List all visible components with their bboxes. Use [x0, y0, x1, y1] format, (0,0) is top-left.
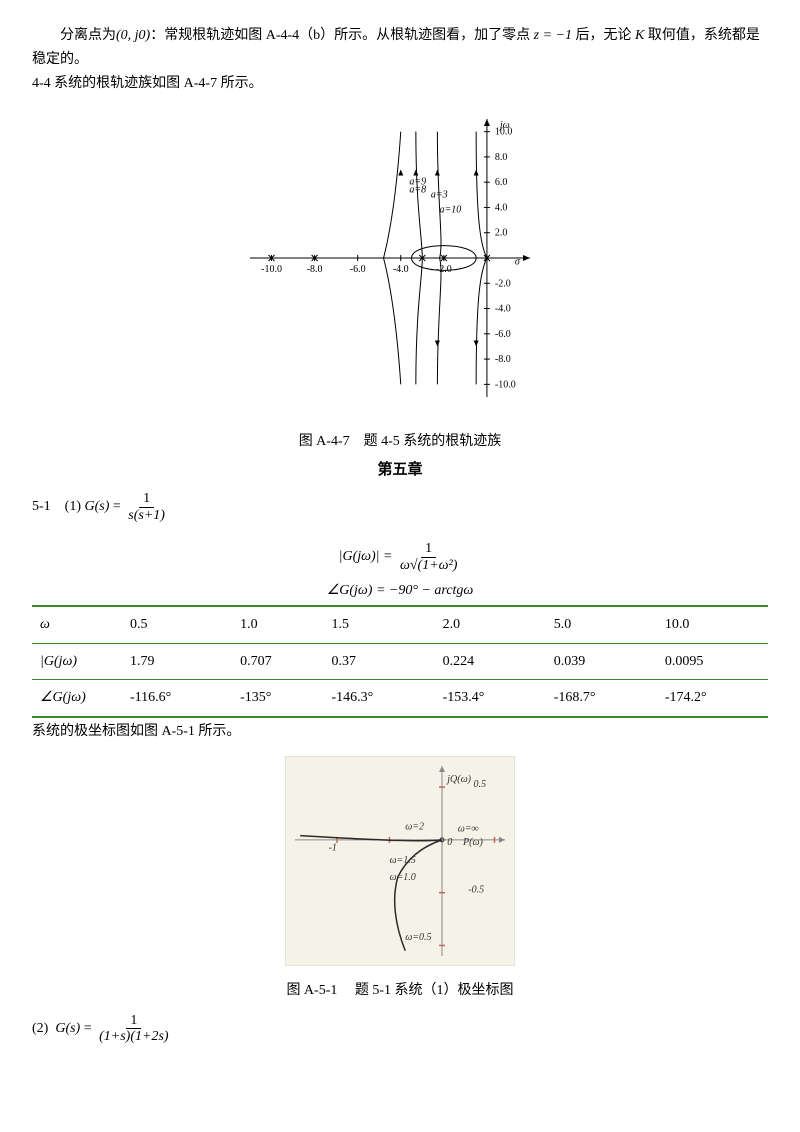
svg-text:-10.0: -10.0	[495, 380, 516, 391]
c: -153.4°	[435, 680, 546, 717]
den: ω√(1+ω²)	[396, 558, 461, 573]
c: 0.37	[324, 643, 435, 680]
q51-label: 5-1 (1)	[32, 500, 81, 515]
svg-text:0: 0	[447, 837, 452, 848]
t: 取何值，系统都是	[648, 28, 760, 43]
svg-text:-6.0: -6.0	[495, 329, 511, 340]
num: 1	[421, 541, 436, 557]
c: -146.3°	[324, 680, 435, 717]
c: 1.5	[324, 606, 435, 643]
c: 1.0	[232, 606, 323, 643]
c: 5.0	[546, 606, 657, 643]
den: (1+s)(1+2s)	[95, 1029, 172, 1044]
c: -168.7°	[546, 680, 657, 717]
c: 0.224	[435, 643, 546, 680]
svg-text:ω=1.0: ω=1.0	[390, 872, 416, 883]
eq: =	[109, 495, 124, 519]
caption-a51: 图 A-5-1 题 5-1 系统（1）极坐标图	[32, 979, 768, 1003]
table-row: ∠G(jω) -116.6° -135° -146.3° -153.4° -16…	[32, 680, 768, 717]
frac-3: 1 (1+s)(1+2s)	[95, 1013, 172, 1045]
para-3: 4-4 系统的根轨迹族如图 A-4-7 所示。	[32, 72, 768, 96]
svg-text:-2.0: -2.0	[495, 279, 511, 290]
figure-a51: jQ(ω)0.5 ω=2 ω=∞ P(ω) 0 ω=1.5 ω=1.0 -0.5 ω=0.5 -1	[32, 756, 768, 975]
q52: (2) G(s) = 1 (1+s)(1+2s)	[32, 1013, 768, 1045]
q52-label: (2)	[32, 1021, 48, 1036]
c: 2.0	[435, 606, 546, 643]
t: ：常规根轨迹如图 A-4-4（b）所示。从根轨迹图看，加了零点	[150, 28, 530, 43]
eq-mag: |G(jω)| = 1 ω√(1+ω²)	[32, 541, 768, 573]
figure-a47: -10.0 -8.0 -6.0 -4.0 -2.0 -10.0 -8.0 -6.0 -4.0 -2…	[32, 107, 768, 426]
num: 1	[139, 491, 154, 507]
svg-text:-8.0: -8.0	[307, 264, 323, 275]
gs: G(s)	[85, 495, 110, 519]
svg-text:2.0: 2.0	[495, 228, 508, 239]
c: 0.707	[232, 643, 323, 680]
k: K	[635, 28, 644, 43]
svg-text:4.0: 4.0	[495, 203, 508, 214]
svg-text:jQ(ω): jQ(ω)	[445, 774, 471, 785]
c: 0.5	[122, 606, 232, 643]
eq-ang: ∠G(jω) = −90° − arctgω	[32, 579, 768, 603]
frac-1: 1 s(s+1)	[124, 491, 169, 523]
svg-text:a=3: a=3	[431, 190, 448, 201]
chapter-title: 第五章	[32, 458, 768, 484]
polar-plot-svg: jQ(ω)0.5 ω=2 ω=∞ P(ω) 0 ω=1.5 ω=1.0 -0.5 ω=0.5 -1	[285, 756, 515, 966]
svg-text:-4.0: -4.0	[393, 264, 409, 275]
para-2: 稳定的。	[32, 48, 768, 72]
q51: 5-1 (1) G(s) = 1 s(s+1)	[32, 491, 768, 523]
svg-text:-2.0: -2.0	[436, 264, 452, 275]
t: 分离点为	[60, 28, 116, 43]
svg-text:-10.0: -10.0	[261, 264, 282, 275]
svg-text:8.0: 8.0	[495, 152, 508, 163]
svg-text:ω=1.5: ω=1.5	[390, 855, 416, 866]
pt: (0, j0)	[116, 28, 150, 43]
svg-text:6.0: 6.0	[495, 178, 508, 189]
freq-response-table: ω 0.5 1.0 1.5 2.0 5.0 10.0 |G(jω) 1.79 0…	[32, 605, 768, 718]
para-1: 分离点为(0, j0)：常规根轨迹如图 A-4-4（b）所示。从根轨迹图看，加了…	[32, 24, 768, 48]
row-label: ∠G(jω)	[32, 680, 122, 717]
c: 0.0095	[657, 643, 768, 680]
eq: =	[80, 1017, 95, 1041]
table-row: |G(jω) 1.79 0.707 0.37 0.224 0.039 0.009…	[32, 643, 768, 680]
svg-text:ω=∞: ω=∞	[458, 823, 479, 834]
t: 后，无论	[576, 28, 632, 43]
svg-text:P(ω): P(ω)	[462, 837, 483, 848]
c: 1.79	[122, 643, 232, 680]
hdr-label: ω	[32, 606, 122, 643]
caption-a47: 图 A-4-7 题 4-5 系统的根轨迹族	[32, 430, 768, 454]
gs: G(s)	[55, 1017, 80, 1041]
svg-text:ω=0.5: ω=0.5	[405, 932, 431, 943]
svg-text:-4.0: -4.0	[495, 304, 511, 315]
svg-text:0.5: 0.5	[474, 779, 487, 790]
svg-text:a=10: a=10	[440, 205, 462, 216]
svg-text:a=8: a=8	[409, 185, 426, 196]
svg-text:-0.5: -0.5	[468, 885, 484, 896]
svg-text:ω=2: ω=2	[405, 821, 424, 832]
frac-2: 1 ω√(1+ω²)	[396, 541, 461, 573]
num: 1	[126, 1013, 141, 1029]
table-row: ω 0.5 1.0 1.5 2.0 5.0 10.0	[32, 606, 768, 643]
c: -116.6°	[122, 680, 232, 717]
c: 0.039	[546, 643, 657, 680]
svg-text:-1: -1	[329, 842, 337, 853]
row-label: |G(jω)	[32, 643, 122, 680]
c: -174.2°	[657, 680, 768, 717]
c: -135°	[232, 680, 323, 717]
svg-text:-8.0: -8.0	[495, 354, 511, 365]
lhs: |G(jω)| =	[339, 545, 393, 569]
svg-text:-6.0: -6.0	[350, 264, 366, 275]
c: 10.0	[657, 606, 768, 643]
svg-text:jω: jω	[498, 120, 510, 131]
root-locus-svg: -10.0 -8.0 -6.0 -4.0 -2.0 -10.0 -8.0 -6.0 -4.0 -2…	[220, 107, 580, 417]
polar-caption-line: 系统的极坐标图如图 A-5-1 所示。	[32, 720, 768, 744]
den: s(s+1)	[124, 508, 169, 523]
z: z = −1	[534, 28, 572, 43]
